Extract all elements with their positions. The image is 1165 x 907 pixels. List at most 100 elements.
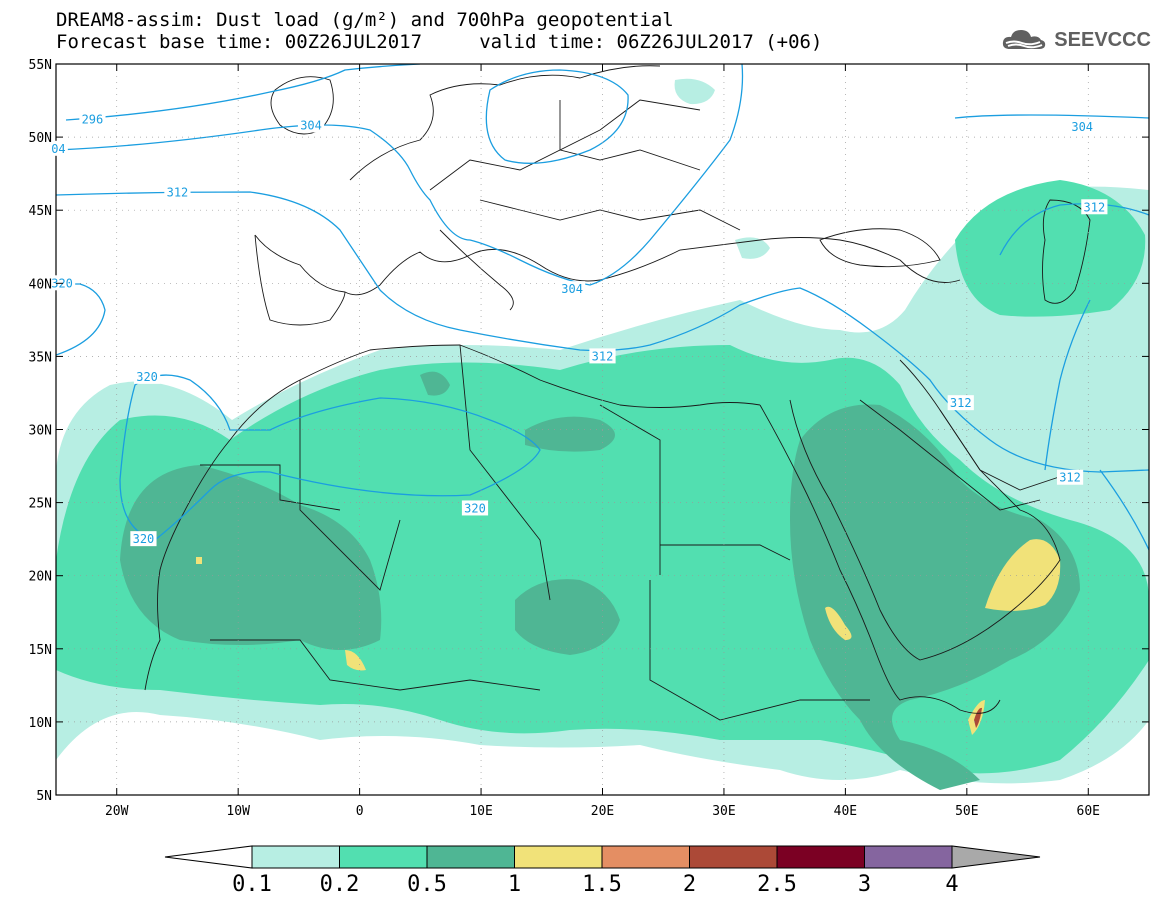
- lon-tick-label: 40E: [834, 804, 857, 819]
- colorbar-swatch: [689, 845, 778, 869]
- lon-tick-label: 10W: [226, 804, 250, 819]
- colorbar-swatch: [776, 845, 865, 869]
- border-africa-4: [200, 464, 341, 511]
- colorbar-end-right: [951, 845, 1041, 869]
- border-africa-5: [210, 639, 541, 691]
- contour-label-bg: [947, 395, 974, 411]
- lat-tick-label: 50N: [29, 131, 52, 146]
- lat-tick-label: 15N: [29, 643, 52, 658]
- coast-europe: [254, 234, 961, 296]
- border-arabia: [859, 399, 1041, 511]
- colorbar-label: 1: [508, 872, 521, 897]
- dust-region-1-sahara: [196, 557, 202, 564]
- lon-tick-label: 60E: [1077, 804, 1100, 819]
- lon-tick-label: 20E: [591, 804, 614, 819]
- colorbar-swatch: [601, 845, 690, 869]
- colorbar-label: 4: [945, 872, 958, 897]
- colorbar-label: 2.5: [757, 872, 797, 897]
- dust-region-1-oman: [985, 539, 1061, 611]
- title-line-1: DREAM8-assim: Dust load (g/m²) and 700hP…: [56, 9, 674, 31]
- contour-296: [65, 64, 421, 121]
- dust-region-0-5-arabia: [790, 404, 1080, 790]
- colorbar-label: 0.2: [320, 872, 360, 897]
- lat-tick-label: 55N: [29, 58, 52, 73]
- border-africa-1: [299, 380, 401, 591]
- dust-region-0-1-b: [735, 237, 770, 259]
- contour-312: [56, 191, 1149, 473]
- title-line-2: Forecast base time: 00Z26JUL2017 valid t…: [56, 31, 823, 53]
- contour-label-bg: [297, 117, 325, 133]
- colorbar-label: 3: [858, 872, 871, 897]
- contour-label: 304: [1071, 120, 1093, 134]
- coast-black-sea: [819, 228, 941, 268]
- colorbar-swatch: [426, 845, 515, 869]
- contour-label: 312: [1084, 200, 1106, 214]
- contour-312-arabia: [1099, 469, 1149, 551]
- geopotential-contours: [56, 64, 1149, 551]
- dust-region-0-5-center: [515, 579, 620, 655]
- dust-region-1-niger: [345, 650, 366, 671]
- contour-320: [119, 374, 541, 541]
- border-africa-2: [459, 344, 551, 601]
- contour-label-bg: [49, 140, 68, 156]
- contour-312-caspian: [999, 203, 1149, 256]
- dust-region-1-redsea: [825, 606, 852, 640]
- dust-region-0-5-west: [120, 465, 382, 650]
- colorbar-label: 0.5: [407, 872, 447, 897]
- contour-label-bg: [559, 281, 586, 297]
- contour-label: 304: [300, 118, 322, 132]
- colorbar-label: 2: [683, 872, 696, 897]
- coast-persian-gulf: [939, 409, 1081, 491]
- lon-tick-label: 0: [356, 804, 364, 819]
- border-europe-2: [479, 199, 741, 231]
- contour-label: 312: [950, 396, 972, 410]
- lon-tick-label: 50E: [955, 804, 978, 819]
- contour-label: 312: [1059, 471, 1081, 485]
- colorbar-swatch: [339, 845, 428, 869]
- lat-tick-label: 20N: [29, 570, 52, 585]
- contour-label: 320: [464, 501, 486, 515]
- lat-tick-label: 40N: [29, 277, 52, 292]
- colorbar-label: 0.1: [232, 872, 272, 897]
- contour-label: 320: [136, 370, 158, 384]
- contour-label-bg: [1081, 199, 1108, 215]
- contour-label-bg: [1056, 469, 1084, 485]
- colorbar-label: 1.5: [582, 872, 622, 897]
- colorbar-swatch: [864, 845, 953, 869]
- contour-304-east: [954, 114, 1149, 119]
- border-africa-6: [660, 544, 791, 561]
- coast-north-africa: [229, 344, 761, 441]
- logo-text: SEEVCCC: [1054, 28, 1151, 51]
- contour-label-bg: [164, 184, 191, 200]
- contour-label-bg: [133, 368, 161, 384]
- contour-320-west: [56, 283, 106, 356]
- contour-label: 312: [592, 349, 614, 363]
- lat-tick-label: 5N: [36, 789, 52, 804]
- border-europe-3: [559, 99, 701, 151]
- contour-296-east: [485, 69, 629, 164]
- contour-312-east: [1044, 299, 1091, 471]
- dust-region-0-5-alg: [420, 371, 450, 396]
- lon-tick-label: 30E: [712, 804, 735, 819]
- lon-tick-label: 10E: [469, 804, 492, 819]
- lat-tick-label: 30N: [29, 424, 52, 439]
- colorbar-swatch: [514, 845, 603, 869]
- colorbar-swatch: [251, 845, 340, 869]
- cloud-icon: [1003, 30, 1046, 49]
- coast-red-sea: [759, 404, 1001, 714]
- lat-tick-label: 25N: [29, 497, 52, 512]
- colorbar: 0.1 0.2 0.5 1 1.5 2 2.5 3 4: [164, 845, 1041, 897]
- coast-italy: [439, 229, 514, 311]
- latitude-axis: 55N 50N 45N 40N 35N 30N 25N 20N 15N 10N 5N: [29, 58, 1149, 804]
- contour-label: 296: [82, 113, 104, 127]
- lon-tick-label: 20W: [105, 804, 129, 819]
- contour-label: 04: [51, 142, 65, 156]
- contour-label-bg: [79, 111, 106, 127]
- contour-label: 304: [561, 282, 583, 296]
- coastlines-borders: [144, 65, 1091, 721]
- lat-tick-label: 35N: [29, 350, 52, 365]
- dust-fill-layer: [56, 78, 1149, 790]
- seevccc-logo: SEEVCCC: [1000, 26, 1151, 54]
